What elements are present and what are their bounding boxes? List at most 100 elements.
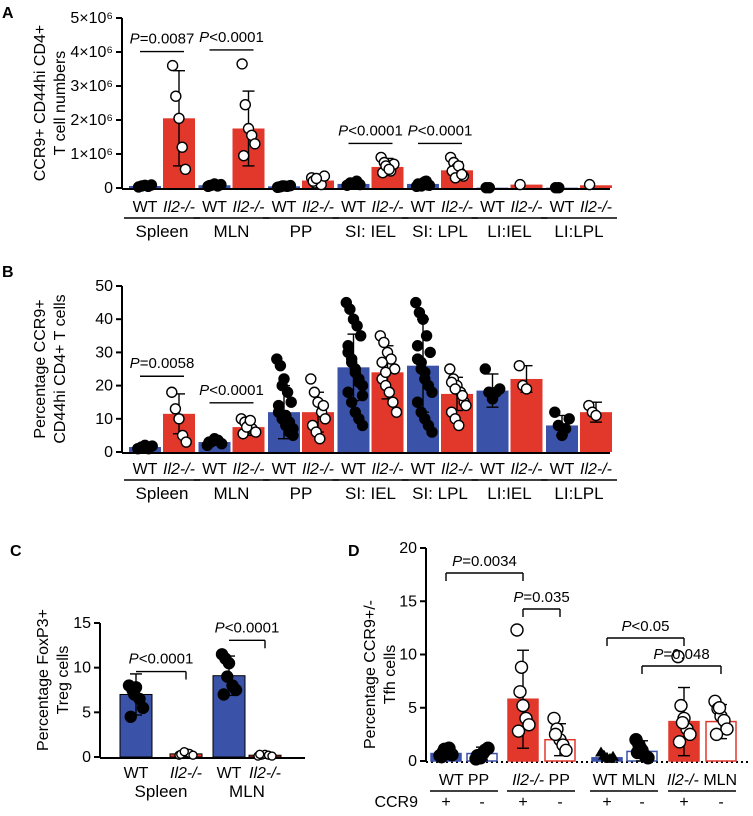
b-data-point: [426, 386, 438, 398]
b-data-point: [513, 359, 525, 372]
c-y-tick-label: 10: [73, 660, 91, 677]
c-y-tick-label: 0: [82, 749, 91, 766]
d-ccr9-state: -: [557, 794, 562, 811]
b-y-tick-label: 0: [104, 444, 113, 461]
b-p-value: P<0.0001: [199, 382, 264, 399]
b-data-point: [549, 406, 561, 418]
a-y-tick-label: 2×10⁶: [70, 112, 113, 129]
c-data-point: [221, 670, 234, 683]
d-data-point: [633, 741, 648, 755]
b-y-label-line-2: CD44hi CD4+ T cells: [52, 294, 69, 443]
a-bar-il2-5: [510, 184, 543, 188]
b-data-point: [383, 386, 395, 398]
b-genotype-label: Il2-/-: [372, 461, 404, 478]
c-y-tick-label: 5: [82, 704, 91, 721]
panel-label-c: C: [10, 543, 22, 560]
a-genotype-label: Il2-/-: [580, 199, 612, 216]
b-data-point: [249, 426, 262, 438]
a-data-point: [456, 168, 468, 181]
b-data-point: [308, 386, 321, 398]
d-p-value: P=0.048: [653, 646, 709, 663]
a-data-point: [514, 178, 526, 191]
a-data-point: [383, 163, 395, 176]
b-group-label: MLN: [214, 484, 250, 503]
b-data-point: [449, 383, 461, 395]
b-group-label: Spleen: [136, 484, 189, 503]
c-y-label-line-2: Treg cells: [55, 646, 72, 715]
a-data-point: [203, 179, 216, 192]
b-data-point: [272, 399, 285, 412]
b-group-label: SI: LPL: [412, 484, 468, 503]
b-data-point: [317, 399, 330, 412]
b-genotype-label: Il2-/-: [441, 461, 473, 478]
b-genotype-label: Il2-/-: [580, 461, 612, 478]
b-genotype-label: Il2-/-: [233, 461, 265, 478]
a-bar-il2-6: [580, 185, 612, 188]
b-data-point: [563, 413, 575, 425]
b-data-point: [380, 366, 392, 379]
a-group-label: Spleen: [136, 222, 189, 241]
b-y-tick-label: 30: [95, 344, 113, 361]
a-p-value: P<0.0001: [338, 122, 403, 139]
b-data-point: [410, 296, 422, 309]
c-group-label: Spleen: [135, 782, 188, 801]
b-data-point: [285, 396, 297, 408]
d-ccr9-state: -: [718, 794, 723, 811]
a-genotype-label: WT: [133, 199, 158, 216]
c-group-label: MLN: [229, 782, 265, 801]
d-data-point: [671, 649, 685, 664]
a-group-label: MLN: [214, 222, 250, 241]
c-y-label-line-1: Percentage FoxP3+: [35, 609, 52, 751]
d-y-tick-label: 15: [399, 593, 417, 610]
a-data-point: [179, 163, 192, 176]
c-genotype-label: Il2-/-: [249, 765, 281, 782]
a-y-tick-label: 0: [104, 180, 113, 197]
a-genotype-label: WT: [550, 199, 575, 216]
b-genotype-label: WT: [411, 461, 436, 478]
a-data-point: [583, 178, 596, 191]
a-data-point: [166, 59, 179, 72]
a-p-value: P<0.0001: [408, 122, 473, 139]
a-data-point: [176, 141, 188, 153]
b-data-point: [355, 330, 367, 342]
d-data-point: [720, 722, 734, 736]
d-y-tick-label: 5: [408, 700, 417, 717]
a-genotype-label: WT: [411, 199, 436, 216]
d-data-point: [516, 698, 530, 713]
d-data-point: [513, 685, 527, 699]
a-group-label: LI:LPL: [554, 222, 603, 241]
a-group-label: PP: [290, 222, 313, 241]
b-bar-wt-1: [198, 442, 231, 452]
b-genotype-label: WT: [341, 461, 366, 478]
d-y-label-line-1: Percentage CCR9+/-: [362, 600, 379, 749]
b-data-point: [520, 383, 533, 395]
a-y-label-line-1: CCR9+ CD44hi CD4+: [32, 25, 49, 182]
b-data-point: [203, 436, 215, 448]
d-data-point: [522, 718, 536, 732]
b-data-point: [494, 383, 506, 395]
b-data-point: [146, 440, 158, 452]
b-genotype-label: Il2-/-: [163, 461, 195, 478]
b-data-point: [356, 419, 369, 432]
a-data-point: [354, 178, 366, 191]
d-data-point: [511, 724, 526, 738]
a-genotype-label: WT: [202, 199, 227, 216]
panel-label-a: A: [2, 5, 14, 22]
b-y-tick-label: 10: [95, 411, 113, 428]
a-y-label-line-2: T cell numbers: [52, 51, 69, 156]
a-data-point: [170, 90, 182, 102]
b-y-tick-label: 40: [95, 311, 113, 328]
b-data-point: [424, 346, 436, 359]
d-data-point: [514, 660, 529, 674]
a-data-point: [422, 179, 434, 191]
d-data-point: [510, 623, 524, 637]
d-data-point: [672, 735, 687, 749]
b-data-point: [173, 413, 185, 425]
b-data-point: [276, 379, 288, 392]
a-p-value: P<0.0001: [199, 29, 264, 46]
a-genotype-label: WT: [341, 199, 366, 216]
a-genotype-label: Il2-/-: [441, 199, 473, 216]
d-data-point: [440, 744, 455, 759]
b-data-point: [215, 438, 228, 450]
